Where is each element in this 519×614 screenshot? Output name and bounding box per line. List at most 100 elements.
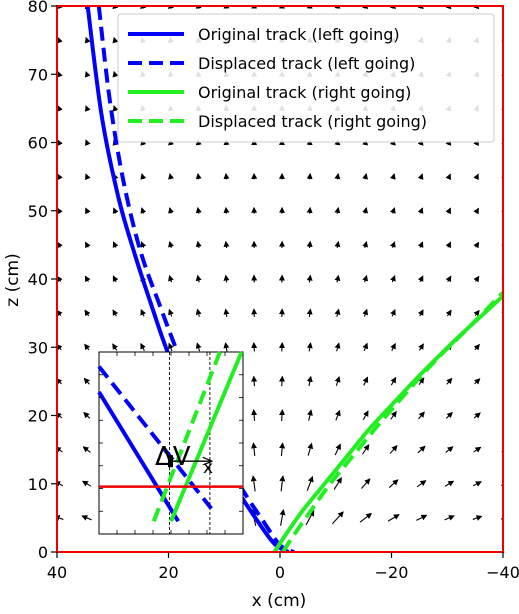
field-arrow <box>365 276 367 282</box>
field-arrow <box>197 343 199 351</box>
field-arrow <box>337 343 339 351</box>
field-arrow <box>86 38 88 43</box>
field-arrow <box>58 208 61 213</box>
y-tick-label: 10 <box>28 475 48 494</box>
field-arrow <box>473 482 481 486</box>
field-arrow <box>226 276 227 283</box>
field-arrow <box>420 208 422 213</box>
series-line-4 <box>283 293 503 552</box>
field-arrow <box>197 310 199 317</box>
field-arrow <box>309 276 310 283</box>
field-arrow <box>364 344 367 351</box>
field-arrow <box>504 106 506 110</box>
field-arrow <box>86 242 89 247</box>
field-arrow <box>170 242 172 248</box>
field-arrow <box>226 309 227 316</box>
field-arrow <box>310 242 311 248</box>
field-arrow <box>365 208 366 214</box>
legend-entry: Original track (right going) <box>198 83 411 102</box>
field-arrow <box>393 208 395 213</box>
field-arrow <box>391 412 396 420</box>
field-arrow <box>86 208 88 213</box>
field-arrow <box>58 72 60 77</box>
field-arrow <box>365 242 367 248</box>
field-arrow <box>448 242 451 247</box>
field-arrow <box>114 106 116 111</box>
field-arrow <box>392 276 394 282</box>
field-arrow <box>309 309 310 317</box>
field-arrow <box>447 310 451 316</box>
field-arrow <box>114 208 116 213</box>
field-arrow <box>504 174 506 178</box>
field-arrow <box>142 208 144 213</box>
field-arrow <box>391 378 395 385</box>
field-arrow <box>336 411 340 421</box>
field-arrow <box>418 412 424 419</box>
field-arrow <box>365 174 366 179</box>
field-arrow <box>282 377 283 387</box>
field-arrow <box>114 242 116 247</box>
field-arrow <box>337 174 338 179</box>
x-tick-label: −40 <box>486 563 519 582</box>
field-arrow <box>114 38 115 43</box>
field-arrow <box>337 309 339 316</box>
field-arrow <box>416 515 426 520</box>
field-arrow <box>282 410 283 421</box>
field-arrow <box>84 378 89 384</box>
field-arrow <box>448 208 450 213</box>
field-arrow <box>84 413 90 419</box>
field-arrow <box>360 514 371 523</box>
field-arrow <box>86 174 88 179</box>
field-arrow <box>392 344 396 351</box>
y-tick-label: 30 <box>28 338 48 357</box>
field-arrow <box>364 377 368 385</box>
field-arrow <box>475 277 478 282</box>
field-arrow <box>253 443 254 456</box>
field-arrow <box>307 477 312 491</box>
field-arrow <box>226 208 227 214</box>
field-arrow <box>113 310 116 316</box>
x-tick-label: 0 <box>275 563 285 582</box>
field-arrow <box>445 516 454 520</box>
field-arrow <box>475 345 479 350</box>
field-arrow <box>198 208 199 214</box>
field-arrow <box>55 516 64 519</box>
field-arrow <box>336 377 339 386</box>
field-arrow <box>226 242 227 248</box>
field-arrow <box>504 72 506 77</box>
field-arrow <box>390 446 397 454</box>
field-arrow <box>392 310 395 316</box>
field-arrow <box>253 476 255 491</box>
field-arrow <box>364 310 366 317</box>
field-arrow <box>226 343 227 351</box>
field-arrow <box>418 446 425 453</box>
field-arrow <box>332 512 343 524</box>
field-arrow <box>420 242 422 247</box>
field-arrow <box>308 444 311 456</box>
field-arrow <box>281 443 282 456</box>
y-tick-label: 80 <box>28 0 48 16</box>
field-arrow <box>474 447 481 452</box>
field-arrow <box>58 106 60 111</box>
field-arrow <box>420 174 422 179</box>
field-arrow <box>141 344 145 351</box>
field-arrow <box>169 344 172 351</box>
field-arrow <box>198 174 199 179</box>
field-arrow <box>335 444 340 455</box>
field-arrow <box>85 344 89 350</box>
x-tick-label: 40 <box>47 563 67 582</box>
y-axis-label: z (cm) <box>3 253 23 307</box>
field-arrow <box>170 208 171 214</box>
y-tick-label: 40 <box>28 270 48 289</box>
field-arrow <box>85 276 88 281</box>
field-arrow <box>82 516 91 520</box>
x-tick-label: 20 <box>158 563 178 582</box>
field-arrow <box>86 72 88 77</box>
field-arrow <box>389 480 398 488</box>
field-arrow <box>254 377 255 387</box>
y-tick-label: 60 <box>28 134 48 153</box>
x-tick-label: −20 <box>375 563 409 582</box>
field-arrow <box>420 276 423 282</box>
field-arrow <box>361 479 369 488</box>
